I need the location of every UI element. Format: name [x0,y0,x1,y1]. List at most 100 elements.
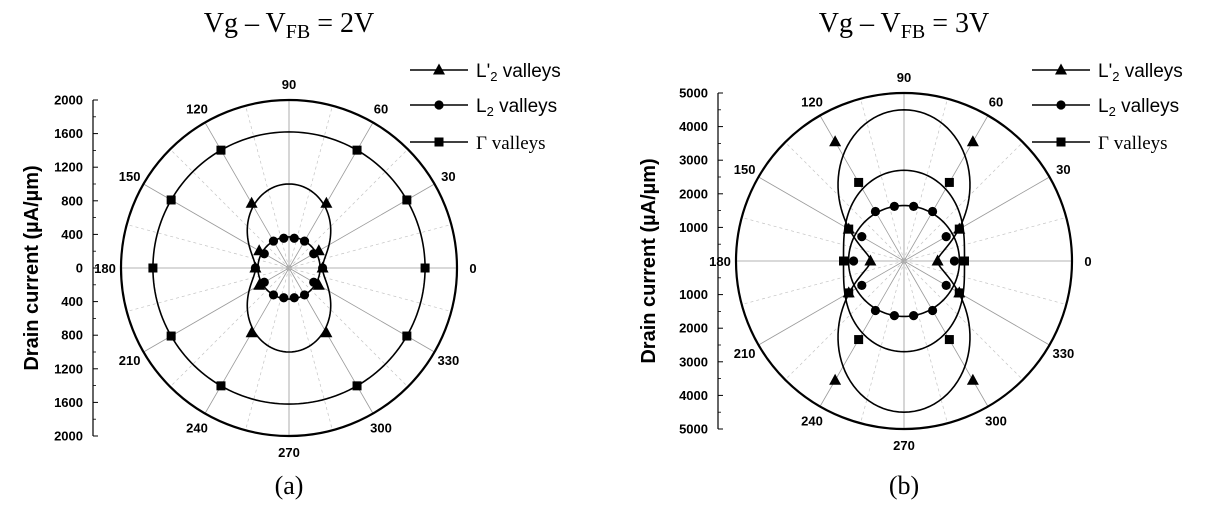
radial-grid-line [784,260,905,381]
data-point-square [352,145,362,155]
data-point-circle [268,290,279,300]
radial-grid-line [741,260,905,305]
legend-marker-square [1056,137,1066,147]
radial-grid-line [903,141,1024,262]
radial-grid-line [288,224,452,269]
data-point-circle [870,305,881,316]
data-point-circle [889,201,899,212]
angle-tick-label: 330 [1052,346,1074,361]
data-point-circle [289,233,299,243]
angle-tick-label: 180 [709,254,731,269]
legend-marker-circle [434,100,444,110]
data-point-square [420,263,430,273]
radial-tick-label: 1000 [679,220,708,235]
legend-marker-circle [1056,100,1066,110]
radial-grid-line [903,98,948,262]
legend-entry: L'2 valleys [410,61,561,84]
angle-tick-label: 30 [1056,162,1070,177]
data-point-square [402,195,412,205]
data-point-triangle [864,254,877,266]
angle-tick-label: 30 [441,169,455,184]
data-point-circle [949,256,960,266]
series-circle [250,233,328,303]
radial-tick-label: 4000 [679,119,708,134]
data-point-square [216,381,226,391]
polar-chart-b: Vg – VFB = 3V 0 30 60 90 120 150 180 210 240 270 30… [638,8,1183,500]
radial-grid-line [758,260,905,346]
data-point-square [166,331,176,341]
radial-grid-line [204,267,290,414]
radial-grid-line [169,267,290,388]
radial-tick-label: 4000 [679,388,708,403]
data-point-circle [309,277,319,287]
radial-tick-label: 1200 [54,160,83,175]
series-square [839,169,969,353]
data-point-circle [299,290,310,300]
legend-label: Γ valleys [476,133,546,154]
data-point-circle [927,206,938,217]
radial-grid-line [758,176,905,262]
radial-tick-label: 0 [76,261,83,276]
data-point-circle [309,249,319,259]
legend-entry: L2 valleys [410,96,557,119]
data-point-circle [857,280,867,290]
radial-tick-label: 800 [61,328,83,343]
radial-grid-line [126,224,290,269]
angle-tick-label: 150 [734,162,756,177]
legend-label: L2 valleys [476,96,557,119]
radial-grid-line [288,267,452,312]
radial-tick-label: 3000 [679,354,708,369]
radial-grid-line [860,260,905,424]
radial-grid-line [204,122,290,269]
radial-grid-line [245,105,290,269]
radial-grid-line [245,267,290,431]
radial-tick-label: 1600 [54,395,83,410]
data-point-circle [927,305,938,316]
radial-grid-line [903,260,948,424]
data-point-circle [259,249,269,259]
data-point-square [216,145,226,155]
radial-grid-line [784,141,905,262]
radial-tick-label: 5000 [679,422,708,437]
data-point-circle [289,293,299,303]
panel-label: (a) [275,471,304,500]
radial-grid-line [903,260,1050,346]
data-point-triangle [966,135,979,147]
radial-grid-line [903,260,1067,305]
radial-grid-line [288,267,333,431]
radial-tick-label: 5000 [679,86,708,101]
legend-entry: L2 valleys [1032,96,1179,119]
legend-marker-triangle [1055,63,1067,75]
angle-tick-label: 60 [374,102,388,117]
data-point-square [954,224,964,234]
data-point-triangle [829,373,842,385]
data-point-square [148,263,158,273]
radial-grid-line [288,267,374,414]
panel-label: (b) [889,471,919,500]
data-point-circle [259,277,269,287]
data-point-circle [857,232,867,242]
data-point-circle [250,263,260,273]
data-point-circle [268,236,279,246]
data-point-circle [889,310,899,321]
radial-grid-line [288,267,409,388]
angle-tick-label: 60 [989,95,1003,110]
data-point-triangle [320,196,333,208]
data-point-circle [279,233,289,243]
radial-grid-line [126,267,290,312]
data-point-triangle [966,373,979,385]
data-point-circle [870,206,881,217]
data-point-triangle [245,326,258,338]
radial-tick-label: 400 [61,227,83,242]
legend-label: L2 valleys [1098,96,1179,119]
data-point-square [944,177,954,187]
data-point-circle [941,232,951,242]
series-circle [847,201,961,321]
data-point-triangle [245,196,258,208]
radial-grid-line [903,217,1067,262]
radial-grid-line [288,122,374,269]
data-point-triangle [829,135,842,147]
radial-grid-line [741,217,905,262]
outer-ring [734,91,1074,431]
